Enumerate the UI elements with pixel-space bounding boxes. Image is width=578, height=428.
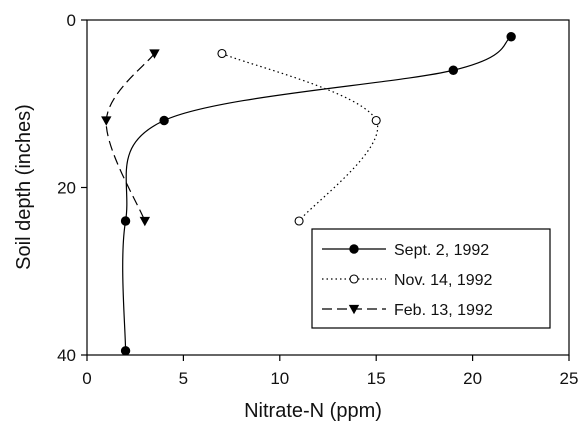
x-tick-label: 25 — [560, 369, 578, 388]
y-tick-label: 0 — [67, 11, 76, 30]
y-axis-label: Soil depth (inches) — [13, 104, 35, 270]
data-point — [120, 216, 131, 226]
x-tick-label: 0 — [82, 369, 91, 388]
legend-marker — [349, 244, 359, 254]
x-axis-label: Nitrate-N (ppm) — [244, 400, 382, 422]
data-point — [120, 346, 131, 356]
legend-label: Feb. 13, 1992 — [394, 302, 493, 319]
data-point — [139, 216, 151, 227]
series-line — [221, 52, 379, 222]
data-point — [159, 115, 169, 126]
series-layer — [101, 32, 516, 356]
axes: 0 5 10 15 20 25 0 20 40 — [57, 11, 578, 388]
legend-label: Sept. 2, 1992 — [394, 242, 489, 259]
series-line — [122, 36, 512, 351]
legend: Sept. 2, 1992 Nov. 14, 1992 Feb. 13, 1992 — [311, 228, 551, 329]
series-1 — [120, 32, 516, 356]
data-point — [448, 65, 459, 75]
data-point — [294, 216, 304, 226]
data-point — [149, 49, 160, 59]
legend-marker — [349, 274, 359, 284]
y-tick-label: 40 — [57, 346, 76, 365]
series-2 — [217, 48, 381, 226]
legend-marker — [348, 304, 360, 315]
series-line — [105, 53, 155, 222]
series-3 — [101, 49, 160, 227]
data-point — [506, 32, 516, 42]
y-tick-label: 20 — [57, 179, 76, 198]
x-tick-label: 5 — [179, 369, 188, 388]
x-tick-label: 20 — [463, 369, 482, 388]
x-tick-label: 15 — [367, 369, 386, 388]
data-point — [217, 48, 227, 59]
legend-label: Nov. 14, 1992 — [394, 272, 493, 289]
data-point — [371, 115, 381, 126]
x-tick-label: 10 — [270, 369, 289, 388]
data-point — [101, 116, 112, 126]
